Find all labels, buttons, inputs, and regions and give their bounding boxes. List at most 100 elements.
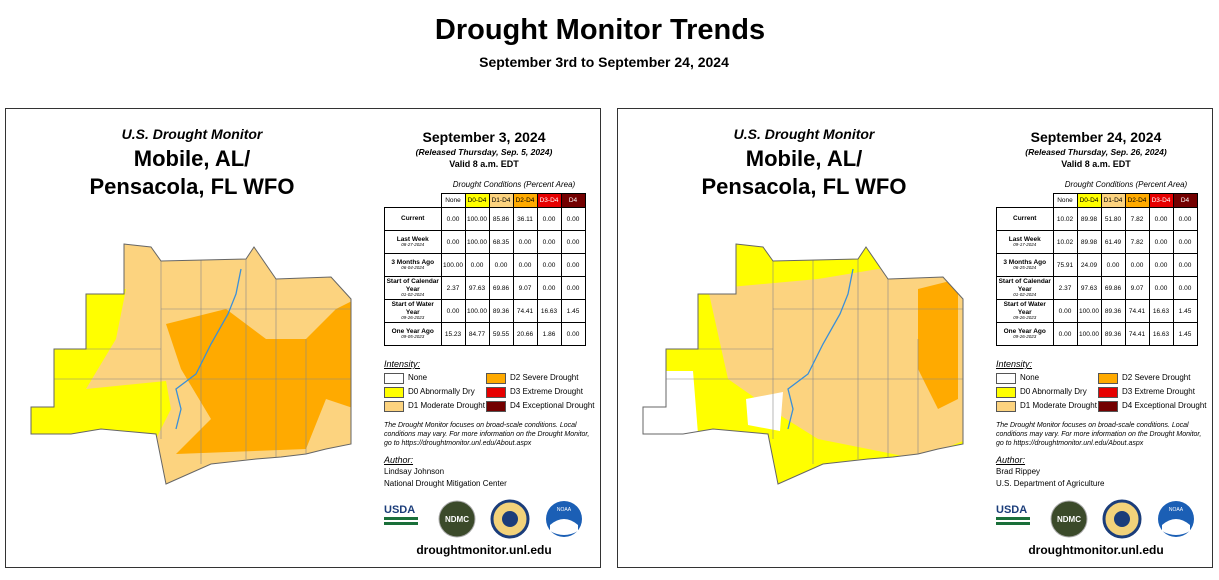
value-cell: 36.11 [512, 207, 538, 231]
row-label: Current [401, 215, 425, 223]
legend-label: None [408, 373, 428, 382]
value-cell: 2.37 [440, 276, 466, 300]
value-cell: 1.45 [1172, 299, 1198, 323]
row-label: 3 Months Ago [391, 258, 435, 266]
value-cell: 100.00 [440, 253, 466, 277]
author: U.S. Department of Agriculture [996, 479, 1105, 488]
value-cell: 16.63 [1148, 322, 1174, 346]
region-line: Pensacola, FL WFO [701, 174, 907, 199]
row-label: Last Week [396, 235, 429, 243]
map-layer [643, 244, 963, 484]
conditions-table: None D0-D4 D1-D4 D2-D4 D3-D4 D4 Current 10.02 89… [996, 193, 1198, 346]
row-date: 01-02-2024 [401, 291, 425, 297]
author: Brad Rippey [996, 467, 1041, 476]
drought-area [166, 299, 351, 454]
row-date: 09-26-2023 [1013, 334, 1037, 340]
valid-time: Valid 8 a.m. EDT [1061, 159, 1131, 169]
value-cell: 0.00 [536, 276, 562, 300]
value-cell: 100.00 [464, 230, 490, 254]
region-line: Pensacola, FL WFO [89, 174, 295, 199]
logo-circle [502, 511, 518, 527]
legend-label: D0 Abnormally Dry [408, 387, 475, 396]
legend-label: D3 Extreme Drought [1122, 387, 1195, 396]
logo-text: NOAA [1169, 507, 1184, 513]
region-line: Mobile, AL/ [133, 146, 251, 171]
map-outline [30, 243, 352, 485]
value-cell: 0.00 [1148, 207, 1174, 231]
table-caption: Drought Conditions (Percent Area) [452, 180, 576, 189]
released: (Released Thursday, Sep. 26, 2024) [1025, 147, 1167, 157]
source-url: droughtmonitor.unl.edu [1028, 543, 1164, 557]
legend-label: D1 Moderate Drought [408, 401, 485, 410]
value-cell: 10.02 [1052, 230, 1078, 254]
corner-cell [385, 194, 442, 208]
legend-swatch [486, 387, 506, 398]
region-line: Mobile, AL/ [745, 146, 863, 171]
valid-time: Valid 8 a.m. EDT [449, 159, 519, 169]
value-cell: 89.36 [1100, 299, 1126, 323]
row-label-cell: Start of Water Year 09-26-2023 [996, 299, 1054, 323]
author-title: Author: [996, 455, 1026, 465]
logo-text: USDA [384, 504, 415, 516]
value-cell: 0.00 [560, 253, 586, 277]
column-header: None [1052, 193, 1078, 208]
logo-wave [1162, 519, 1190, 535]
value-cell: 0.00 [488, 253, 514, 277]
row-label-cell: Current [996, 207, 1054, 231]
logo-bar [996, 517, 1030, 520]
value-cell: 0.00 [1172, 207, 1198, 231]
value-cell: 84.77 [464, 322, 490, 346]
value-cell: 89.98 [1076, 230, 1102, 254]
legend-swatch [1098, 401, 1118, 412]
logo-circle [1114, 511, 1130, 527]
map-date: September 3, 2024 [422, 129, 546, 145]
value-cell: 0.00 [1148, 230, 1174, 254]
logo-bar [384, 517, 418, 520]
row-label-cell: Last Week 08-27-2024 [384, 230, 442, 254]
map-panel: U.S. Drought Monitor Mobile, AL/Pensacola… [617, 108, 1213, 568]
logos: USDA NDMC NOAA [384, 499, 582, 539]
value-cell: 89.36 [488, 299, 514, 323]
legend-label: D0 Abnormally Dry [1020, 387, 1087, 396]
intensity-title: Intensity: [384, 359, 421, 369]
logo-text: NOAA [557, 507, 572, 513]
legend-label: D3 Extreme Drought [510, 387, 583, 396]
corner-cell [997, 194, 1054, 208]
table-row: One Year Ago 09-26-2023 0.00 100.00 89.36 74.… [996, 322, 1198, 346]
legend-swatch [486, 373, 506, 384]
row-label-cell: One Year Ago 09-26-2023 [996, 322, 1054, 346]
author: Lindsay Johnson [384, 467, 445, 476]
column-header: D2-D4 [512, 193, 538, 208]
legend-swatch [996, 401, 1016, 412]
value-cell: 15.23 [440, 322, 466, 346]
value-cell: 16.63 [536, 299, 562, 323]
row-date: 08-27-2024 [401, 242, 425, 248]
logo-bar [996, 522, 1030, 525]
value-cell: 9.07 [512, 276, 538, 300]
legend-swatch [996, 387, 1016, 398]
value-cell: 69.86 [488, 276, 514, 300]
row-label: Start of Water Year [391, 301, 434, 316]
value-cell: 0.00 [1148, 276, 1174, 300]
row-date: 09-26-2023 [1013, 314, 1037, 320]
legend-swatch [384, 387, 404, 398]
row-label: 3 Months Ago [1003, 258, 1047, 266]
row-label-cell: Start of Calendar Year 01-02-2024 [996, 276, 1054, 300]
river [787, 268, 854, 430]
value-cell: 69.86 [1100, 276, 1126, 300]
value-cell: 24.09 [1076, 253, 1102, 277]
logos: USDA NDMC NOAA [996, 499, 1194, 539]
header-row: None D0-D4 D1-D4 D2-D4 D3-D4 D4 [997, 193, 1198, 208]
column-header: D0-D4 [1076, 193, 1102, 208]
column-header: D1-D4 [488, 193, 514, 208]
table-row: Start of Water Year 09-26-2023 0.00 100.00 8… [996, 299, 1198, 323]
logo-bar [384, 522, 418, 525]
legend-label: D2 Severe Drought [1122, 373, 1191, 382]
column-header: D1-D4 [1100, 193, 1126, 208]
drought-area [643, 371, 698, 434]
row-label: Start of Calendar Year [998, 278, 1051, 293]
value-cell: 97.63 [1076, 276, 1102, 300]
agency: U.S. Drought Monitor [733, 126, 875, 142]
map-panel: U.S. Drought Monitor Mobile, AL/Pensacola… [5, 108, 601, 568]
value-cell: 74.41 [512, 299, 538, 323]
